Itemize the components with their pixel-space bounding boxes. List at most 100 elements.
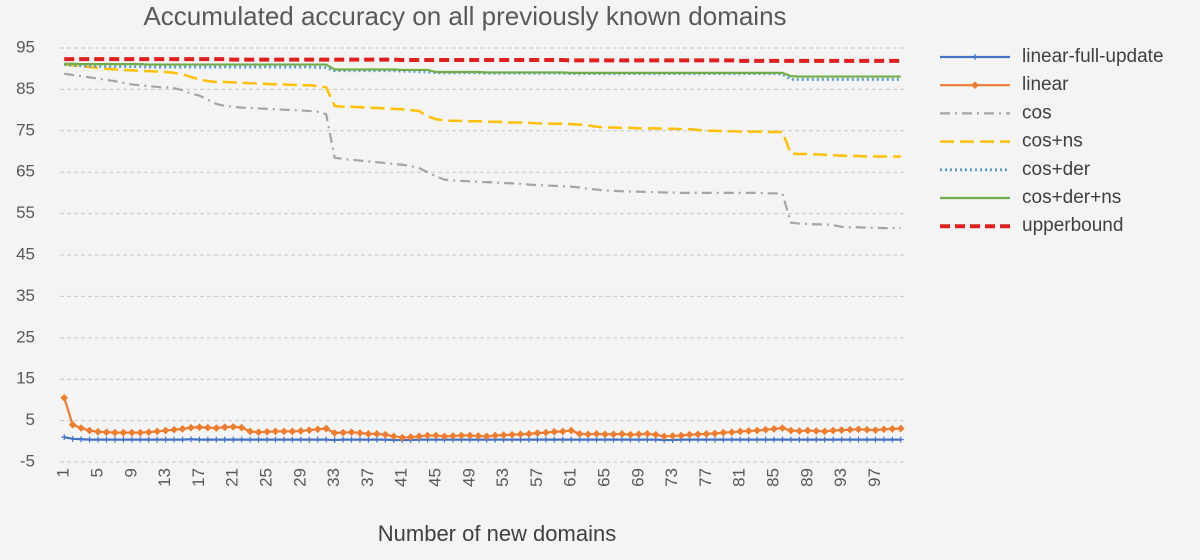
data-marker — [559, 436, 566, 443]
data-marker — [246, 427, 254, 436]
data-marker — [542, 428, 550, 437]
data-marker — [846, 425, 854, 434]
data-marker — [744, 427, 753, 435]
data-marker — [482, 432, 491, 441]
data-marker — [119, 428, 128, 437]
data-marker — [230, 436, 237, 443]
x-tick-label: 41 — [392, 468, 411, 487]
x-axis-title: Number of new domains — [378, 521, 616, 546]
series-line — [64, 62, 901, 78]
data-marker — [415, 432, 423, 441]
legend-label: linear — [1022, 74, 1069, 95]
y-tick-label: 65 — [16, 162, 35, 181]
data-marker — [389, 432, 398, 441]
data-marker — [187, 436, 194, 443]
data-marker — [170, 425, 178, 434]
data-marker — [813, 436, 820, 443]
data-marker — [872, 436, 879, 443]
x-tick-label: 29 — [290, 468, 309, 487]
x-tick-label: 93 — [831, 468, 850, 487]
data-marker — [609, 430, 618, 439]
data-marker — [263, 427, 271, 436]
data-marker — [85, 426, 94, 435]
data-marker — [95, 436, 102, 443]
data-marker — [196, 436, 203, 443]
data-marker — [660, 432, 669, 441]
data-marker — [136, 428, 145, 437]
data-marker — [754, 436, 761, 443]
data-marker — [837, 426, 846, 434]
data-marker — [171, 436, 178, 443]
data-marker — [745, 436, 752, 443]
data-marker — [542, 436, 549, 443]
data-marker — [770, 425, 778, 433]
data-marker — [795, 427, 804, 435]
data-marker — [634, 430, 643, 439]
data-marker — [195, 423, 204, 432]
data-marker — [787, 426, 795, 435]
data-marker — [550, 427, 559, 436]
data-marker — [111, 436, 118, 443]
x-tick-label: 73 — [662, 468, 681, 487]
data-marker — [558, 427, 567, 436]
data-marker — [668, 432, 677, 440]
series-line — [63, 397, 901, 439]
data-marker — [347, 428, 356, 437]
data-marker — [804, 436, 811, 443]
data-marker — [711, 429, 719, 438]
legend-label: cos+ns — [1022, 131, 1083, 152]
data-marker — [592, 429, 601, 438]
data-marker — [787, 436, 794, 443]
data-marker — [69, 435, 76, 442]
series-line — [64, 63, 901, 158]
data-marker — [305, 426, 314, 434]
y-tick-label: 75 — [16, 120, 35, 139]
legend-label: cos+der — [1022, 159, 1091, 180]
data-marker — [162, 436, 169, 443]
data-marker — [120, 436, 127, 443]
data-marker — [94, 427, 102, 436]
data-marker — [779, 436, 786, 443]
x-tick-label: 33 — [324, 468, 343, 487]
data-marker — [221, 436, 228, 443]
data-marker — [829, 426, 838, 435]
data-marker — [271, 427, 280, 436]
data-marker — [313, 425, 322, 434]
data-marker — [254, 428, 263, 437]
data-marker — [280, 436, 287, 443]
x-tick-label: 49 — [459, 468, 478, 487]
data-marker — [78, 436, 85, 443]
data-marker — [296, 427, 305, 435]
data-marker — [863, 425, 871, 434]
data-marker — [474, 432, 483, 440]
x-tick-label: 65 — [595, 468, 614, 487]
data-marker — [491, 431, 500, 440]
data-marker — [457, 431, 466, 440]
series-line — [64, 436, 901, 442]
data-marker — [154, 436, 161, 443]
data-marker — [643, 429, 652, 438]
y-tick-label: 45 — [16, 244, 35, 263]
data-marker — [373, 429, 381, 438]
data-marker — [499, 431, 508, 439]
data-marker — [306, 436, 313, 443]
y-tick-label: 85 — [16, 79, 35, 98]
data-marker — [288, 427, 297, 436]
x-tick-label: 5 — [88, 468, 107, 477]
data-marker — [719, 428, 728, 437]
data-marker — [778, 424, 787, 432]
data-marker — [855, 436, 862, 443]
data-marker — [584, 430, 592, 439]
data-marker — [812, 427, 821, 435]
data-marker — [322, 424, 331, 433]
data-marker — [753, 426, 761, 435]
x-tick-label: 17 — [189, 468, 208, 487]
data-marker — [568, 436, 575, 443]
data-marker — [618, 429, 626, 438]
x-tick-label: 9 — [121, 468, 140, 477]
data-marker — [144, 428, 153, 437]
data-marker — [68, 420, 77, 429]
data-marker — [567, 426, 576, 435]
data-marker — [204, 436, 211, 443]
